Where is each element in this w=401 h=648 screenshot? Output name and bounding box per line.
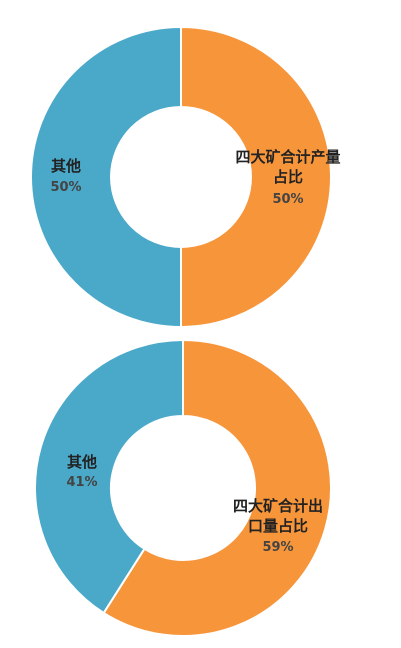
value-label: 59% (262, 540, 294, 555)
slice-label: 其他 (50, 157, 81, 175)
donut-slice (180, 25, 332, 329)
donut-slice (34, 338, 184, 615)
slice-label: 其他 (66, 453, 97, 471)
donut-slice (102, 338, 332, 637)
slice-label: 四大矿合计产量占比 (235, 148, 341, 186)
slice-label: 四大矿合计出口量占比 (232, 497, 323, 535)
value-label: 50% (272, 192, 304, 207)
value-label: 41% (66, 475, 98, 490)
value-label: 50% (50, 180, 82, 195)
donut-slice (30, 25, 182, 329)
